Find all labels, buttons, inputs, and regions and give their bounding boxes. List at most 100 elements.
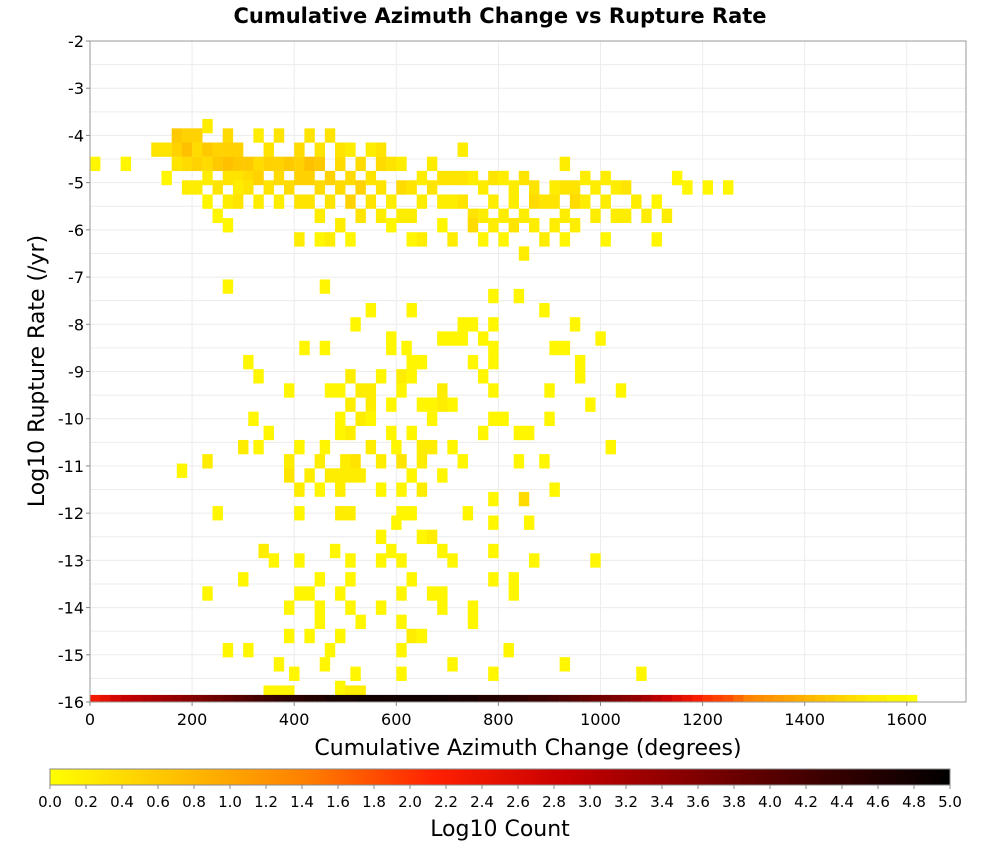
heatmap-cell	[345, 572, 356, 587]
heatmap-cell	[559, 180, 571, 195]
heatmap-cell	[304, 156, 315, 172]
heatmap-cell	[590, 180, 601, 195]
heatmap-cell	[232, 142, 244, 157]
colorbar-tick-label: 0.6	[146, 793, 170, 811]
heatmap-cell	[457, 331, 468, 346]
heatmap-cell	[610, 180, 622, 195]
heatmap-cell	[488, 515, 499, 530]
heatmap-cell	[406, 425, 417, 441]
heatmap-cell	[304, 694, 315, 702]
heatmap-cell	[345, 397, 356, 412]
heatmap-cell	[437, 218, 448, 233]
heatmap-cell	[396, 694, 407, 702]
heatmap-cell	[467, 317, 479, 332]
heatmap-cell	[794, 694, 805, 702]
heatmap-cell	[396, 208, 407, 223]
heatmap-cell	[518, 246, 530, 261]
heatmap-cell	[523, 515, 535, 530]
heatmap-cell	[238, 572, 249, 587]
heatmap-cell	[304, 468, 315, 483]
heatmap-cell	[314, 208, 326, 223]
heatmap-cell	[350, 317, 361, 332]
heatmap-cell	[406, 572, 417, 587]
heatmap-cell	[294, 232, 305, 247]
heatmap-cell	[90, 156, 101, 172]
y-tick-label: -16	[58, 693, 84, 712]
heatmap-cell	[386, 397, 397, 412]
heatmap-cell	[518, 170, 530, 186]
heatmap-cell	[212, 208, 223, 223]
heatmap-cell	[416, 628, 428, 644]
heatmap-cell	[406, 468, 417, 483]
y-tick-label: -7	[68, 268, 84, 287]
heatmap-cell	[222, 218, 234, 233]
heatmap-cell	[243, 180, 254, 195]
heatmap-cell	[120, 694, 132, 702]
heatmap-cell	[324, 694, 336, 702]
heatmap-cell	[222, 128, 234, 143]
heatmap-cell	[268, 553, 280, 568]
grid-lines	[89, 40, 966, 703]
heatmap-cell	[508, 694, 520, 702]
x-tick-label: 0	[85, 710, 95, 729]
heatmap-cell	[549, 180, 560, 195]
heatmap-cell	[605, 439, 617, 455]
x-tick-label: 600	[381, 710, 412, 729]
heatmap-cell	[386, 340, 397, 356]
heatmap-cell	[406, 628, 417, 644]
heatmap-cell	[600, 194, 611, 209]
heatmap-cell	[314, 600, 326, 615]
colorbar-tick-label: 2.4	[470, 793, 494, 811]
heatmap-cell	[253, 694, 264, 702]
heatmap-cell	[283, 694, 295, 702]
heatmap-cell	[467, 208, 479, 223]
heatmap-cell	[391, 515, 402, 530]
heatmap-cell	[396, 454, 407, 469]
heatmap-cell	[375, 369, 387, 384]
heatmap-cell	[324, 194, 336, 209]
heatmap-cell	[488, 572, 499, 587]
heatmap-cell	[595, 331, 606, 346]
heatmap-cell	[508, 218, 520, 233]
heatmap-cell	[232, 694, 244, 702]
heatmap-cell	[590, 553, 601, 568]
heatmap-cell	[508, 586, 520, 601]
heatmap-cell	[375, 482, 387, 497]
heatmap-cell	[283, 600, 295, 615]
heatmap-cell	[299, 340, 310, 356]
colorbar-tick-label: 0.2	[74, 793, 98, 811]
heatmap-cell	[335, 425, 346, 441]
heatmap-cell	[467, 614, 479, 630]
heatmap-cell	[733, 694, 744, 702]
heatmap-cell	[600, 694, 611, 702]
colorbar-tick-label: 4.4	[830, 793, 854, 811]
heatmap-cell	[416, 354, 428, 370]
heatmap-cell	[263, 694, 275, 702]
heatmap-cell	[314, 482, 326, 497]
heatmap-cell	[324, 383, 336, 398]
heatmap-cell	[141, 694, 152, 702]
heatmap-cell	[355, 180, 366, 195]
heatmap-cell	[467, 170, 479, 186]
heatmap-cell	[243, 642, 254, 658]
heatmap-cell	[876, 694, 887, 702]
heatmap-cell	[355, 685, 366, 700]
heatmap-cell	[549, 694, 560, 702]
heatmap-cell	[682, 694, 693, 702]
colorbar-label: Log10 Count	[430, 817, 570, 842]
heatmap-cell	[283, 468, 295, 483]
heatmap-cell	[345, 425, 356, 441]
heatmap-cell	[569, 694, 581, 702]
heatmap-cell	[386, 543, 397, 559]
heatmap-cell	[283, 180, 295, 195]
heatmap-cell	[171, 694, 183, 702]
colorbar-tick-label: 4.2	[794, 793, 818, 811]
heatmap-cell	[192, 694, 203, 702]
heatmap-cell	[610, 208, 622, 223]
heatmap-cell	[416, 482, 428, 497]
heatmap-cell	[90, 694, 101, 702]
heatmap-cell	[559, 208, 571, 223]
heatmap-cell	[335, 482, 346, 497]
heatmap-cell	[620, 180, 632, 195]
